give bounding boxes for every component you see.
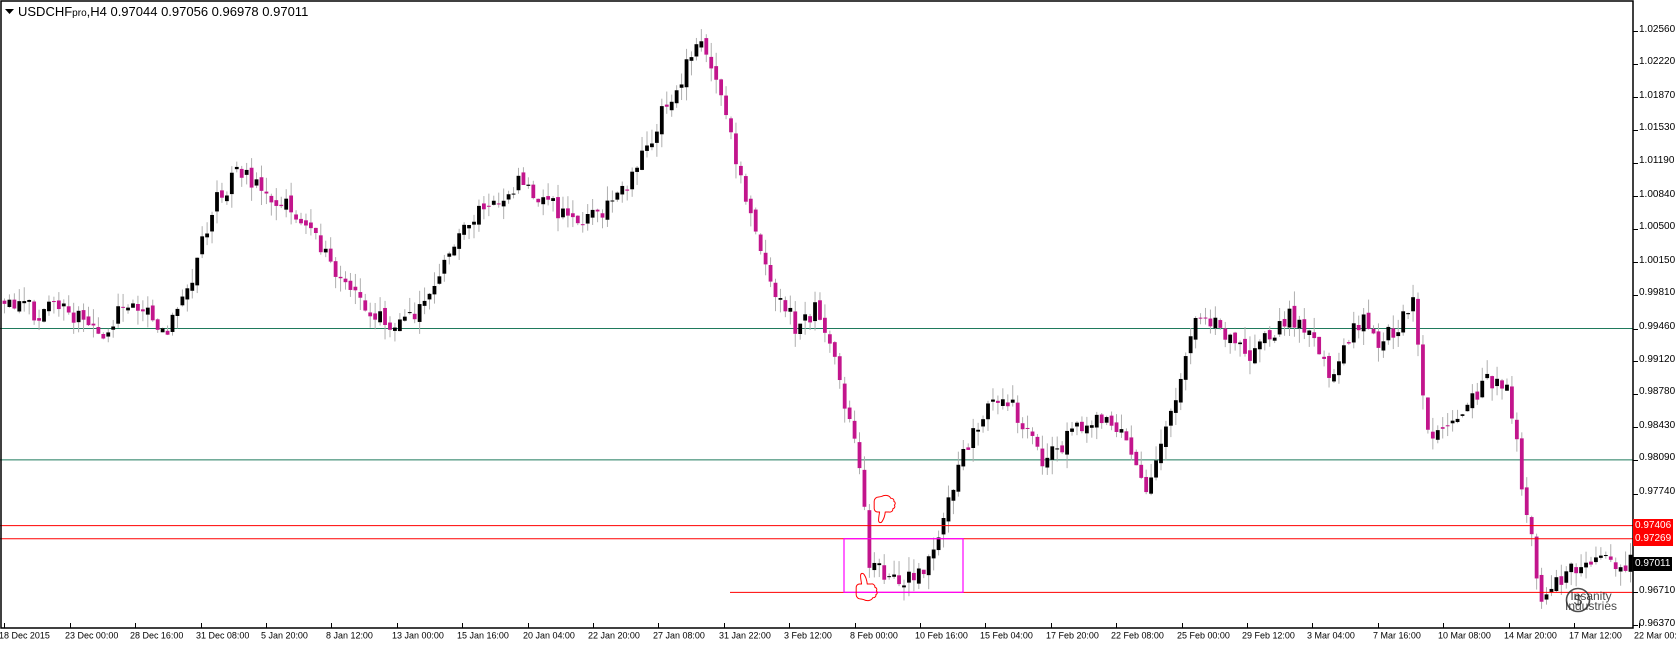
svg-text:$: $: [1574, 592, 1583, 609]
